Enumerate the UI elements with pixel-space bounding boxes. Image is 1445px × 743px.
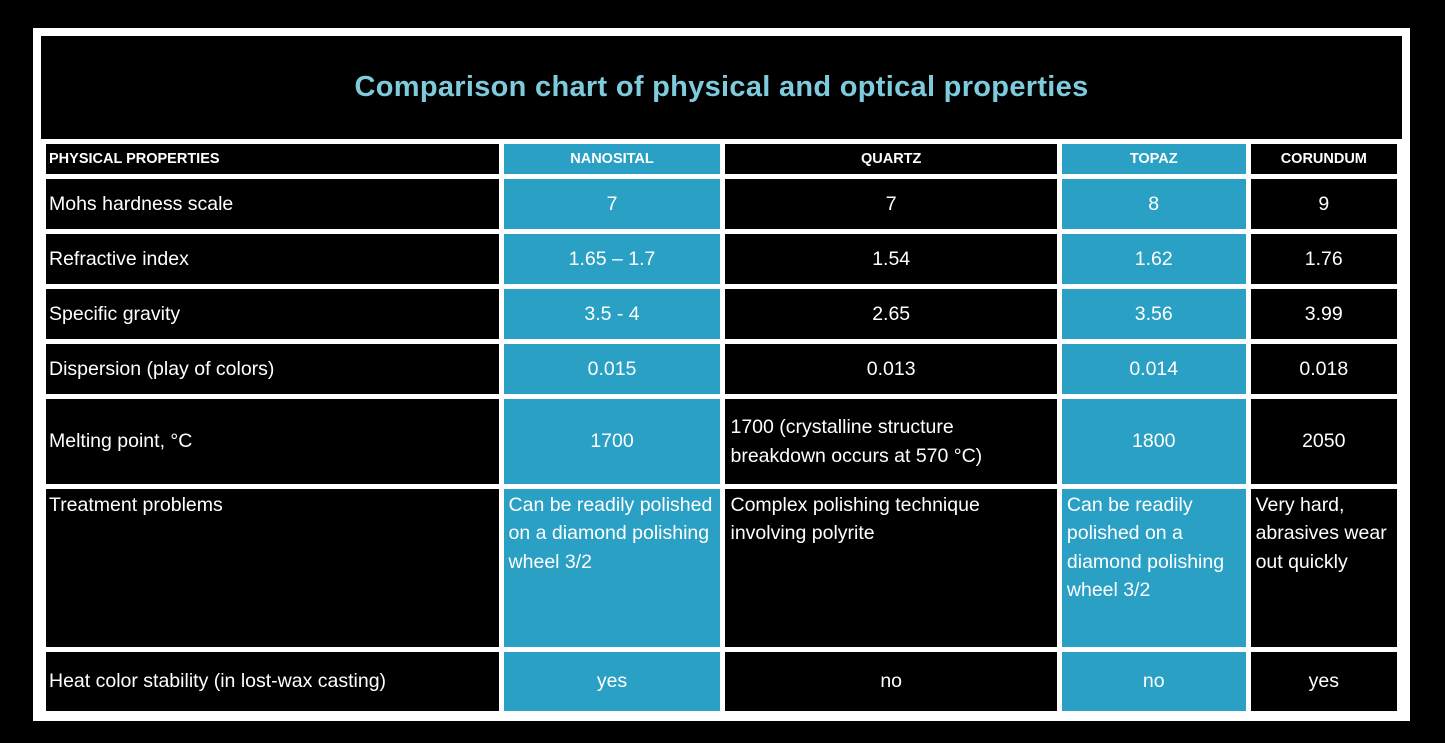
page-title: Comparison chart of physical and optical…	[354, 71, 1089, 103]
cell-topaz: 1.62	[1061, 234, 1246, 284]
column-header-nanosital: NANOSITAL	[503, 144, 721, 174]
cell-topaz: 1800	[1061, 399, 1246, 484]
table-row-dispersion: Dispersion (play of colors) 0.015 0.013 …	[46, 344, 1397, 394]
header-row: PHYSICAL PROPERTIES NANOSITAL QUARTZ TOP…	[46, 144, 1397, 174]
cell-quartz: 2.65	[725, 289, 1057, 339]
cell-quartz: 7	[725, 179, 1057, 229]
title-bar: Comparison chart of physical and optical…	[41, 36, 1402, 139]
cell-quartz: 1700 (crystalline structure breakdown oc…	[725, 399, 1057, 484]
cell-corundum: 2050	[1250, 399, 1397, 484]
row-label: Melting point, °C	[46, 399, 499, 484]
table-row-treatment-problems: Treatment problems Can be readily polish…	[46, 489, 1397, 647]
row-label: Specific gravity	[46, 289, 499, 339]
cell-quartz: 0.013	[725, 344, 1057, 394]
row-label: Dispersion (play of colors)	[46, 344, 499, 394]
table-row-melting-point: Melting point, °C 1700 1700 (crystalline…	[46, 399, 1397, 484]
table-row-specific-gravity: Specific gravity 3.5 - 4 2.65 3.56 3.99	[46, 289, 1397, 339]
column-header-physical-properties: PHYSICAL PROPERTIES	[46, 144, 499, 174]
cell-topaz: 3.56	[1061, 289, 1246, 339]
cell-corundum: Very hard, abrasives wear out quickly	[1250, 489, 1397, 647]
cell-corundum: 9	[1250, 179, 1397, 229]
table-row-mohs-hardness: Mohs hardness scale 7 7 8 9	[46, 179, 1397, 229]
cell-topaz: no	[1061, 652, 1246, 711]
cell-corundum: 3.99	[1250, 289, 1397, 339]
cell-nanosital: Can be readily polished on a diamond pol…	[503, 489, 721, 647]
comparison-table: PHYSICAL PROPERTIES NANOSITAL QUARTZ TOP…	[41, 139, 1402, 713]
cell-nanosital: yes	[503, 652, 721, 711]
cell-corundum: 0.018	[1250, 344, 1397, 394]
column-header-topaz: TOPAZ	[1061, 144, 1246, 174]
row-label: Heat color stability (in lost-wax castin…	[46, 652, 499, 711]
cell-corundum: yes	[1250, 652, 1397, 711]
table-row-heat-color-stability: Heat color stability (in lost-wax castin…	[46, 652, 1397, 711]
cell-topaz: 8	[1061, 179, 1246, 229]
cell-quartz: 1.54	[725, 234, 1057, 284]
cell-quartz: Complex polishing technique involving po…	[725, 489, 1057, 647]
cell-nanosital: 0.015	[503, 344, 721, 394]
row-label: Mohs hardness scale	[46, 179, 499, 229]
row-label: Refractive index	[46, 234, 499, 284]
cell-quartz: no	[725, 652, 1057, 711]
outer-frame: Comparison chart of physical and optical…	[33, 28, 1410, 721]
row-label: Treatment problems	[46, 489, 499, 647]
cell-nanosital: 7	[503, 179, 721, 229]
cell-corundum: 1.76	[1250, 234, 1397, 284]
cell-topaz: Can be readily polished on a diamond pol…	[1061, 489, 1246, 647]
table-row-refractive-index: Refractive index 1.65 – 1.7 1.54 1.62 1.…	[46, 234, 1397, 284]
column-header-corundum: CORUNDUM	[1250, 144, 1397, 174]
column-header-quartz: QUARTZ	[725, 144, 1057, 174]
cell-nanosital: 1.65 – 1.7	[503, 234, 721, 284]
cell-nanosital: 1700	[503, 399, 721, 484]
cell-topaz: 0.014	[1061, 344, 1246, 394]
cell-nanosital: 3.5 - 4	[503, 289, 721, 339]
